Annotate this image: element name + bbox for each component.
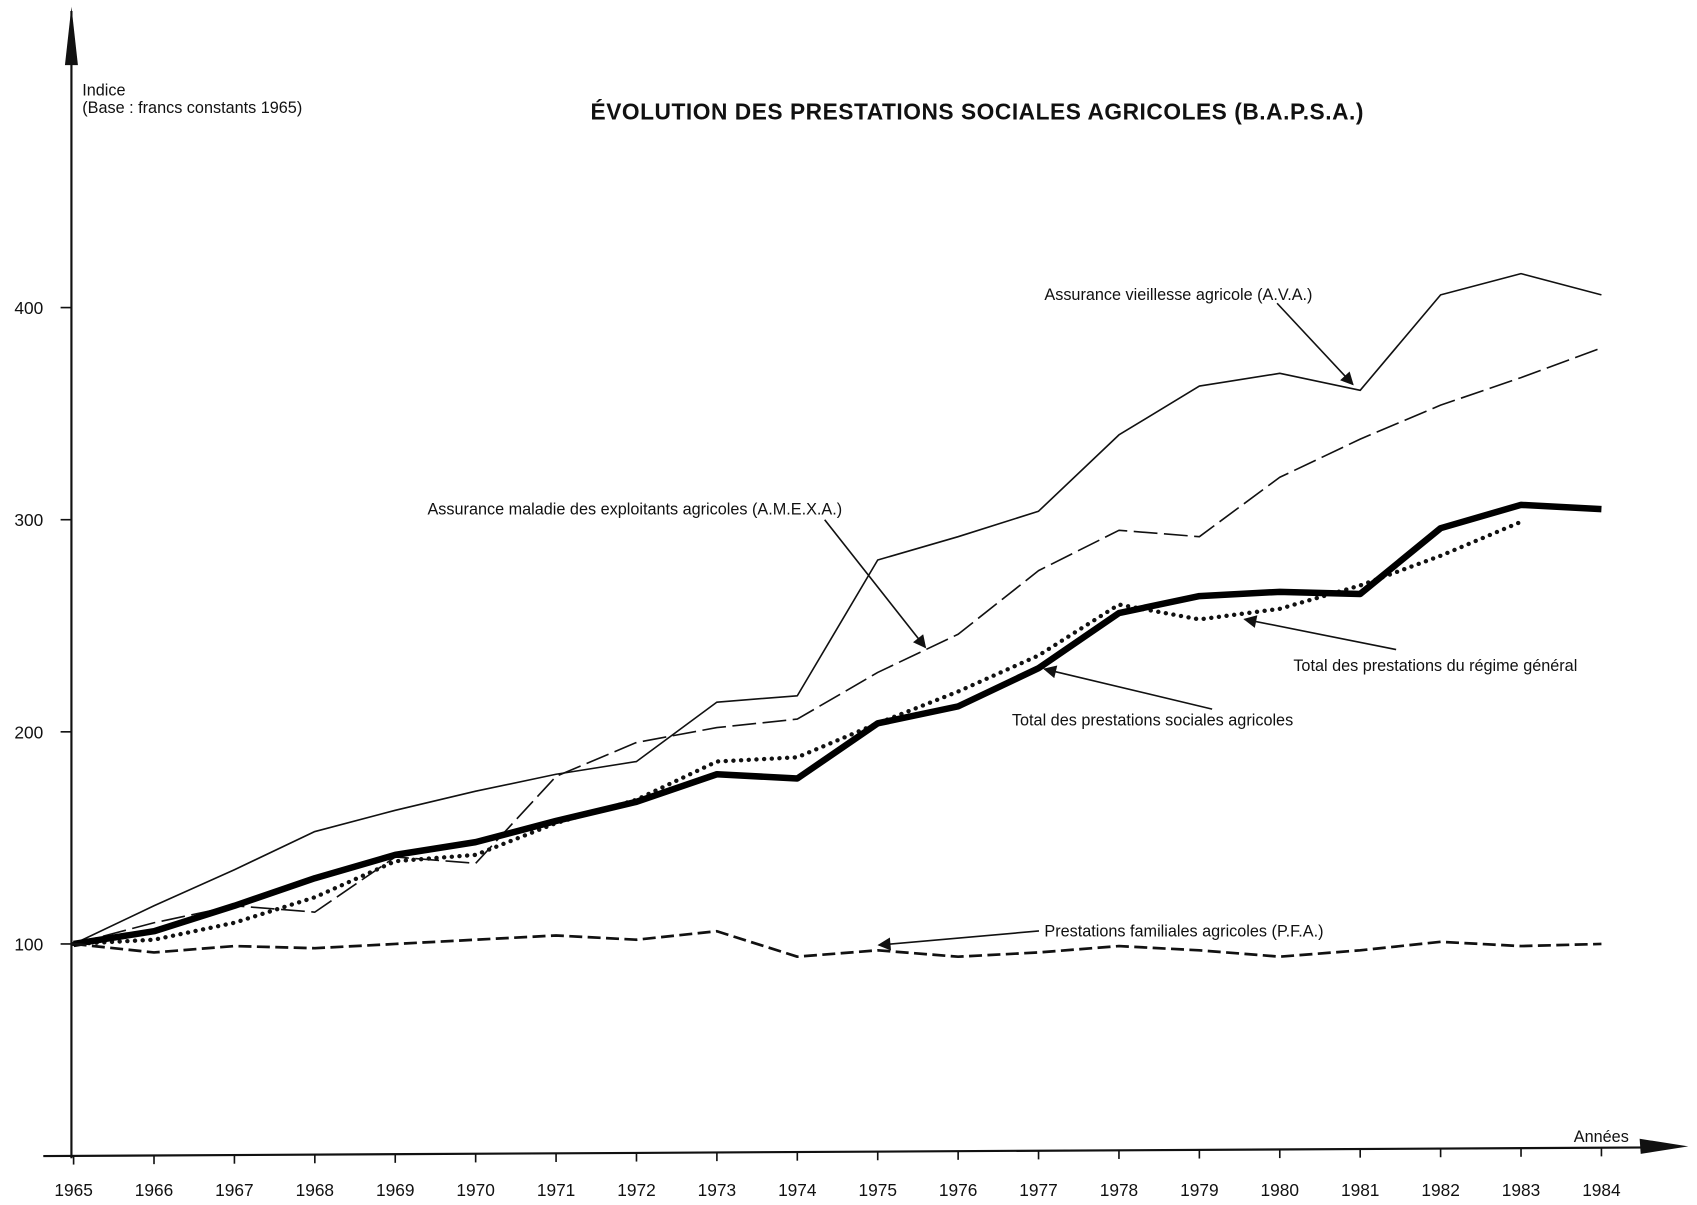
x-tick-label: 1980 bbox=[1261, 1180, 1299, 1200]
series-label: Assurance vieillesse agricole (A.V.A.) bbox=[1044, 286, 1312, 304]
x-tick-label: 1976 bbox=[939, 1180, 977, 1200]
series-label: Total des prestations du régime général bbox=[1293, 657, 1577, 675]
label-arrow bbox=[824, 519, 927, 649]
series-label: Assurance maladie des exploitants agrico… bbox=[427, 500, 842, 518]
x-tick-label: 1968 bbox=[296, 1180, 334, 1200]
x-axis-arrow bbox=[1639, 1138, 1689, 1154]
x-tick-label: 1979 bbox=[1180, 1180, 1218, 1200]
series-line bbox=[73, 501, 1602, 948]
x-tick-label: 1970 bbox=[456, 1180, 494, 1200]
series-line bbox=[73, 347, 1602, 945]
x-tick-label: 1969 bbox=[376, 1180, 414, 1200]
series-label: Prestations familiales agricoles (P.F.A.… bbox=[1044, 922, 1323, 940]
label-arrow bbox=[1243, 615, 1397, 651]
x-tick-label: 1975 bbox=[858, 1180, 896, 1200]
y-axis-label: Indice bbox=[82, 81, 125, 99]
x-tick-label: 1973 bbox=[698, 1180, 736, 1200]
x-tick-label: 1974 bbox=[778, 1180, 817, 1200]
x-tick-label: 1977 bbox=[1019, 1180, 1057, 1200]
label-arrow bbox=[877, 930, 1040, 951]
series-line bbox=[73, 272, 1602, 945]
y-tick-label: 100 bbox=[14, 934, 43, 954]
label-arrow bbox=[1276, 302, 1354, 386]
x-axis-label: Années bbox=[1574, 1128, 1629, 1146]
x-tick-label: 1972 bbox=[617, 1180, 655, 1200]
x-tick-label: 1966 bbox=[135, 1180, 173, 1200]
label-arrow bbox=[1043, 665, 1213, 710]
series-line bbox=[71, 519, 1524, 947]
x-axis bbox=[43, 1146, 1656, 1158]
x-tick-label: 1978 bbox=[1100, 1180, 1138, 1200]
x-tick-label: 1965 bbox=[54, 1180, 92, 1200]
x-tick-label: 1983 bbox=[1502, 1180, 1540, 1200]
y-tick-label: 200 bbox=[14, 722, 43, 742]
x-tick-label: 1984 bbox=[1582, 1180, 1621, 1200]
x-tick-label: 1982 bbox=[1421, 1180, 1459, 1200]
series-line bbox=[73, 929, 1602, 959]
x-tick-label: 1971 bbox=[537, 1180, 575, 1200]
y-tick-label: 300 bbox=[14, 510, 43, 530]
x-tick-label: 1981 bbox=[1341, 1180, 1379, 1200]
series-label: Total des prestations sociales agricoles bbox=[1012, 711, 1293, 729]
y-axis-label: (Base : francs constants 1965) bbox=[82, 99, 302, 117]
y-axis-arrow bbox=[64, 6, 78, 66]
chart-title: ÉVOLUTION DES PRESTATIONS SOCIALES AGRIC… bbox=[591, 98, 1365, 124]
y-tick-label: 400 bbox=[14, 298, 43, 318]
x-tick-label: 1967 bbox=[215, 1180, 253, 1200]
